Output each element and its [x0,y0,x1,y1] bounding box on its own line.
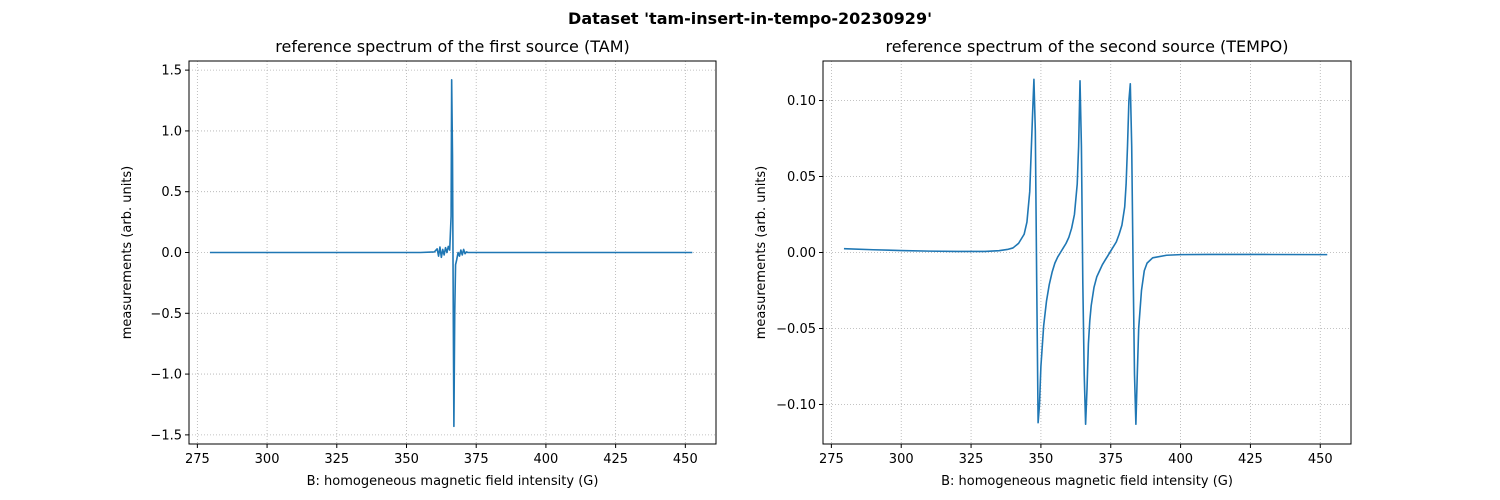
x-tick-label: 275 [819,452,844,467]
x-tick-label: 325 [959,452,984,467]
chart-tam: 275 300 325 350 375 400 425 450 −1.5 −1.0 −0.5 0.0… [120,37,717,489]
series-line [209,79,693,428]
x-tick-label: 350 [1028,452,1053,467]
chart-title: reference spectrum of the first source (… [275,37,629,56]
x-tick-label: 300 [255,452,280,467]
y-tick-label: −0.10 [776,398,816,413]
y-tick-label: 0.0 [161,246,182,261]
y-tick-label: 0.00 [787,246,816,261]
y-tick-label: 1.0 [161,124,182,139]
y-axis-label: measurements (arb. units) [120,166,135,340]
chart-tempo: 275 300 325 350 375 400 425 450 −0.10 −0.05 0.00 0… [754,37,1352,489]
y-tick-label: 1.5 [161,64,182,79]
y-ticks: −1.5 −1.0 −0.5 0.0 0.5 1.0 1.5 [150,64,189,443]
figure-suptitle: Dataset 'tam-insert-in-tempo-20230929' [568,9,932,28]
x-axis-label: B: homogeneous magnetic field intensity … [307,474,599,489]
x-tick-label: 400 [533,452,558,467]
y-tick-label: −1.5 [150,428,182,443]
x-tick-label: 400 [1168,452,1193,467]
x-tick-label: 375 [464,452,489,467]
series-layer [209,79,693,428]
x-ticks: 275 300 325 350 375 400 425 450 [819,444,1333,467]
y-tick-label: −0.5 [150,307,182,322]
x-tick-label: 450 [1308,452,1333,467]
x-tick-label: 300 [889,452,914,467]
x-ticks: 275 300 325 350 375 400 425 450 [185,444,698,467]
x-tick-label: 425 [1238,452,1263,467]
x-tick-label: 325 [324,452,349,467]
series-line [843,78,1328,426]
y-ticks: −0.10 −0.05 0.00 0.05 0.10 [776,94,823,413]
chart-title: reference spectrum of the second source … [886,37,1289,56]
x-axis-label: B: homogeneous magnetic field intensity … [941,474,1233,489]
series-layer [843,78,1328,426]
x-tick-label: 375 [1098,452,1123,467]
x-tick-label: 450 [673,452,698,467]
y-tick-label: −1.0 [150,368,182,383]
x-tick-label: 425 [603,452,628,467]
y-tick-label: 0.10 [787,94,816,109]
y-tick-label: 0.5 [161,185,182,200]
y-axis-label: measurements (arb. units) [754,166,769,340]
y-tick-label: −0.05 [776,322,816,337]
x-tick-label: 350 [394,452,419,467]
x-tick-label: 275 [185,452,210,467]
y-tick-label: 0.05 [787,170,816,185]
